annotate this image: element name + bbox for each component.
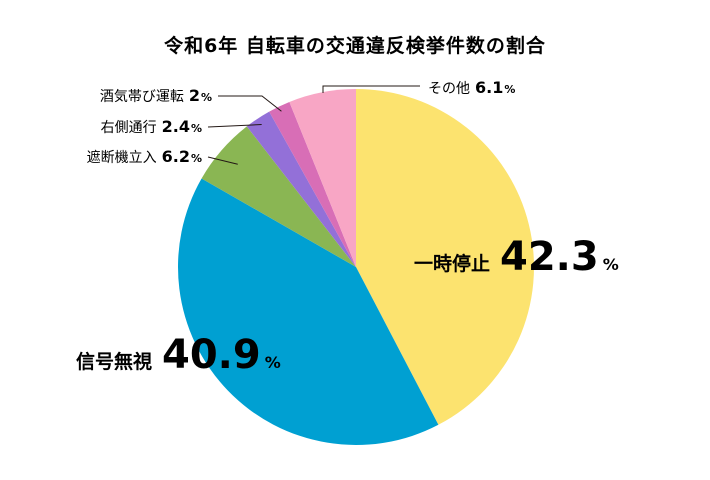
slice-label-4: 酒気帯び運転 2% <box>100 86 212 105</box>
pie-slice-3 <box>246 111 356 267</box>
leader-line-5 <box>322 85 420 93</box>
pie-slice-0 <box>356 89 535 425</box>
slice-label-2: 遮断機立入 6.2% <box>87 147 202 166</box>
pie-slice-5 <box>289 89 356 267</box>
slice-label-1: 信号無視 40.9% <box>76 332 281 378</box>
slice-label-0: 一時停止 42.3% <box>414 234 619 280</box>
slice-label-3: 右側通行 2.4% <box>101 117 202 136</box>
chart-title: 令和6年 自転車の交通違反検挙件数の割合 <box>164 34 546 57</box>
leader-line-3 <box>207 124 262 128</box>
pie-slice-4 <box>269 101 356 267</box>
leader-line-4 <box>218 95 282 112</box>
slice-label-5: その他 6.1% <box>428 78 515 97</box>
leader-line-2 <box>207 156 238 165</box>
pie-slice-2 <box>201 126 356 267</box>
pie-slice-1 <box>178 178 439 445</box>
